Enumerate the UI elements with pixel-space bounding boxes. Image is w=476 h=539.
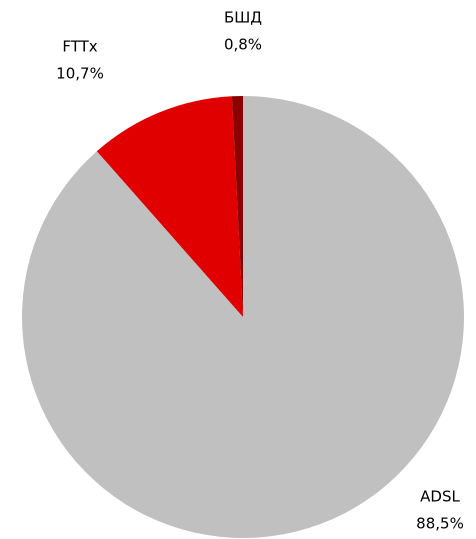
slice-category-label: БШД [224,9,262,27]
pie-slice [21,96,464,538]
slice-value-label: 10,7% [56,65,104,83]
pie-slice [231,96,243,317]
pie-slice [96,96,244,317]
slice-value-label: 88,5% [416,515,464,533]
slice-value-label: 0,8% [224,36,262,54]
slice-category-label: FTTx [62,38,97,56]
slice-category-label: ADSL [420,488,460,506]
